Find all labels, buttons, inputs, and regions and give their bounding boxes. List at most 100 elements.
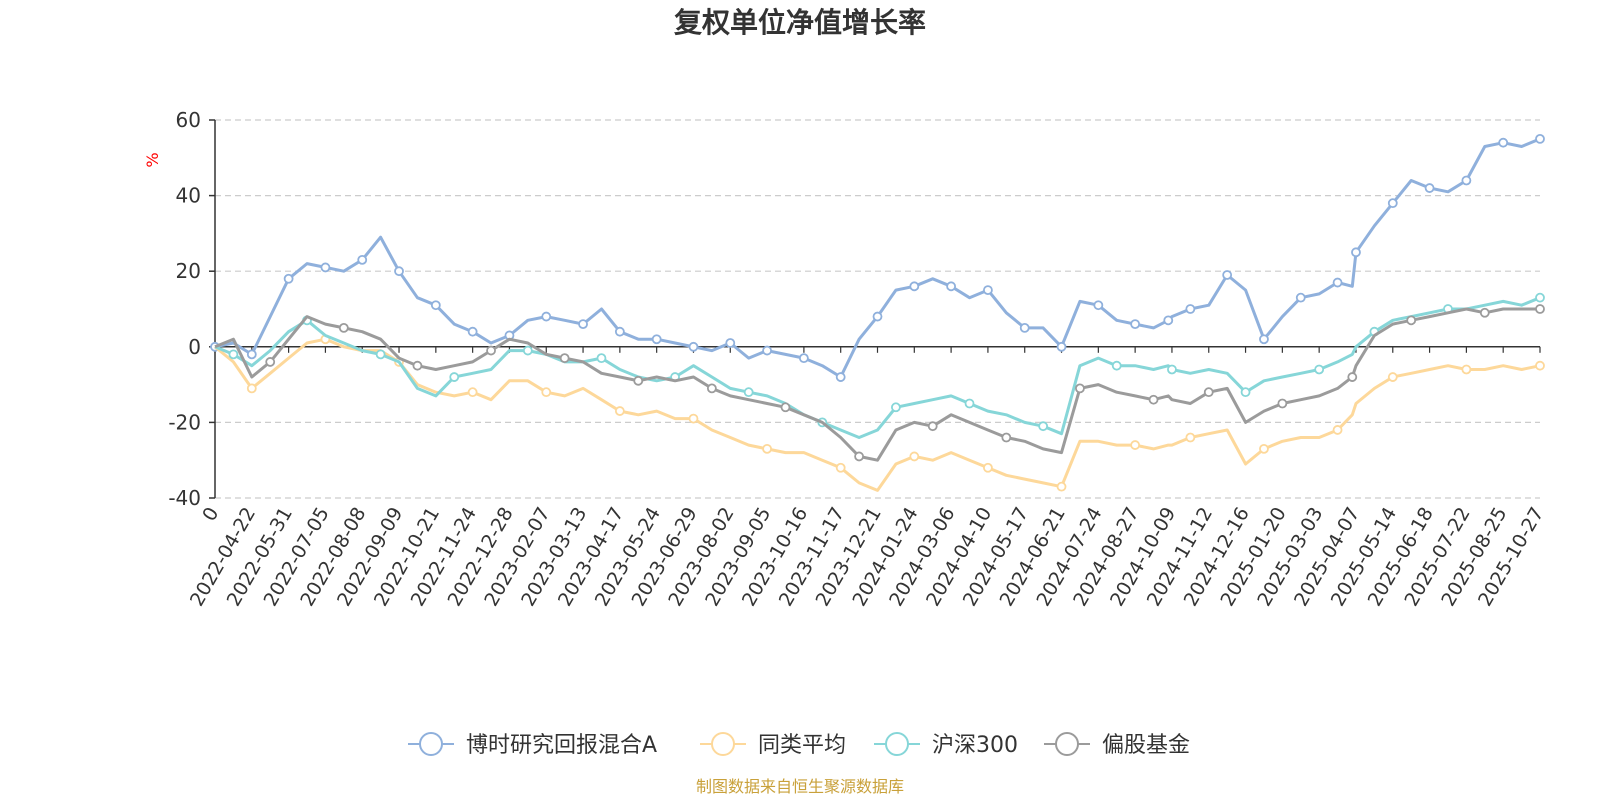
series-1-point-14 bbox=[1259, 443, 1269, 454]
series-0-point-33 bbox=[1387, 198, 1398, 209]
series-0-point-30 bbox=[1295, 292, 1306, 303]
series-0-point-35 bbox=[1461, 175, 1472, 186]
series-3-point-2 bbox=[412, 360, 423, 371]
series-0-point-27 bbox=[1185, 304, 1196, 314]
x-axis-ticks: 02022-04-222022-05-312022-07-052022-08-0… bbox=[186, 346, 1548, 610]
series-2-point-5 bbox=[596, 353, 607, 364]
series-1-point-13 bbox=[1185, 432, 1196, 443]
series-line-3 bbox=[214, 307, 1540, 462]
series-0-point-16 bbox=[798, 353, 809, 364]
series-3-point-6 bbox=[706, 383, 717, 394]
y-tick-label-4: -20 bbox=[168, 410, 201, 434]
y-tick-label-1: 40 bbox=[176, 184, 201, 208]
series-0-point-7 bbox=[467, 326, 478, 337]
series-1-point-8 bbox=[835, 462, 846, 473]
series-1-point-0 bbox=[246, 383, 257, 394]
series-0-point-13 bbox=[688, 341, 699, 352]
series-line-1 bbox=[214, 337, 1541, 492]
series-0-point-34 bbox=[1424, 183, 1435, 193]
series-0-point-25 bbox=[1130, 319, 1141, 330]
axes bbox=[214, 120, 1540, 498]
series-0-point-24 bbox=[1093, 300, 1104, 311]
series-2-point-18 bbox=[1535, 292, 1545, 303]
series-2-point-4 bbox=[522, 345, 533, 356]
legend-item-0[interactable]: 博时研究回报混合A bbox=[408, 732, 657, 758]
series-0-point-21 bbox=[983, 285, 993, 296]
series-3-point-18 bbox=[1535, 304, 1545, 314]
series-1-point-6 bbox=[688, 413, 699, 424]
series-1-point-11 bbox=[1056, 481, 1067, 492]
series-0-point-4 bbox=[357, 254, 368, 265]
series-0-point-11 bbox=[614, 326, 625, 337]
legend-label-3: 偏股基金 bbox=[1102, 733, 1190, 758]
series-2-point-9 bbox=[891, 402, 901, 413]
legend-item-1[interactable]: 同类平均 bbox=[700, 732, 846, 758]
y-axis-ticks: 60 40 20 0 -20 -40 bbox=[168, 108, 215, 510]
series-0-point-10 bbox=[578, 319, 588, 330]
series-3-point-1 bbox=[338, 322, 349, 333]
series-1-point-15 bbox=[1332, 425, 1343, 435]
series-0-point-19 bbox=[909, 281, 920, 292]
legend-marker-3 bbox=[1055, 732, 1079, 756]
legend[interactable]: 博时研究回报混合A 同类平均 沪深300 偏股基金 bbox=[408, 732, 1190, 758]
series-0-point-22 bbox=[1019, 322, 1030, 333]
x-tick-label-0: 0 bbox=[198, 504, 223, 525]
series-0-point-20 bbox=[946, 281, 957, 292]
grid-lines bbox=[215, 119, 1540, 499]
series-0-point-15 bbox=[762, 345, 772, 356]
y-axis-unit: % bbox=[143, 152, 162, 167]
series-3-point-12 bbox=[1148, 394, 1159, 405]
legend-marker-0 bbox=[419, 732, 443, 756]
legend-label-2: 沪深300 bbox=[932, 733, 1018, 758]
legend-item-3[interactable]: 偏股基金 bbox=[1044, 732, 1190, 758]
series-3-point-11 bbox=[1075, 383, 1085, 394]
series-1-point-17 bbox=[1461, 364, 1472, 375]
series-1-point-3 bbox=[467, 387, 478, 398]
series-2-point-0 bbox=[228, 349, 239, 360]
series-0-point-6 bbox=[430, 300, 441, 311]
series-1-point-10 bbox=[983, 462, 993, 473]
series-3-point-7 bbox=[780, 402, 791, 413]
series-2-point-11 bbox=[1038, 421, 1049, 432]
series-0-point-3 bbox=[320, 262, 331, 273]
series-3-point-13 bbox=[1203, 387, 1214, 398]
series-0-point-9 bbox=[541, 311, 552, 322]
series-0-point-1 bbox=[246, 349, 257, 360]
legend-marker-2 bbox=[885, 732, 909, 756]
series-1-point-4 bbox=[541, 387, 552, 398]
y-tick-label-3: 0 bbox=[188, 335, 201, 359]
series-3-point-0 bbox=[265, 357, 276, 367]
series-3-point-10 bbox=[1001, 432, 1012, 443]
y-tick-label-5: -40 bbox=[168, 486, 201, 510]
y-tick-label-0: 60 bbox=[176, 108, 201, 132]
series-lines bbox=[210, 133, 1545, 492]
series-2-point-10 bbox=[964, 398, 975, 409]
series-3-point-9 bbox=[927, 421, 938, 432]
series-2-point-13 bbox=[1167, 364, 1177, 375]
series-line-0 bbox=[214, 137, 1541, 379]
series-0-point-32 bbox=[1351, 247, 1361, 258]
series-0-point-37 bbox=[1535, 133, 1545, 144]
series-0-point-29 bbox=[1259, 334, 1269, 345]
series-0-point-18 bbox=[872, 311, 883, 322]
legend-item-2[interactable]: 沪深300 bbox=[874, 732, 1018, 758]
series-2-point-7 bbox=[743, 387, 754, 398]
series-0-point-17 bbox=[835, 372, 846, 382]
series-3-point-5 bbox=[633, 375, 644, 386]
series-2-point-2 bbox=[375, 349, 386, 360]
series-0-point-36 bbox=[1498, 137, 1509, 148]
series-2-point-12 bbox=[1111, 360, 1122, 371]
series-2-point-3 bbox=[449, 372, 460, 382]
series-3-point-3 bbox=[486, 345, 496, 356]
legend-label-1: 同类平均 bbox=[758, 733, 846, 758]
series-3-point-16 bbox=[1406, 315, 1417, 326]
data-source-note: 制图数据来自恒生聚源数据库 bbox=[696, 777, 904, 796]
series-2-point-15 bbox=[1314, 364, 1325, 375]
legend-marker-1 bbox=[711, 732, 735, 756]
series-3-point-14 bbox=[1277, 398, 1288, 409]
series-1-point-9 bbox=[909, 451, 920, 462]
series-3-point-8 bbox=[854, 451, 864, 462]
series-0-point-5 bbox=[394, 266, 404, 277]
series-0-point-31 bbox=[1332, 277, 1343, 288]
series-1-point-18 bbox=[1535, 360, 1545, 371]
